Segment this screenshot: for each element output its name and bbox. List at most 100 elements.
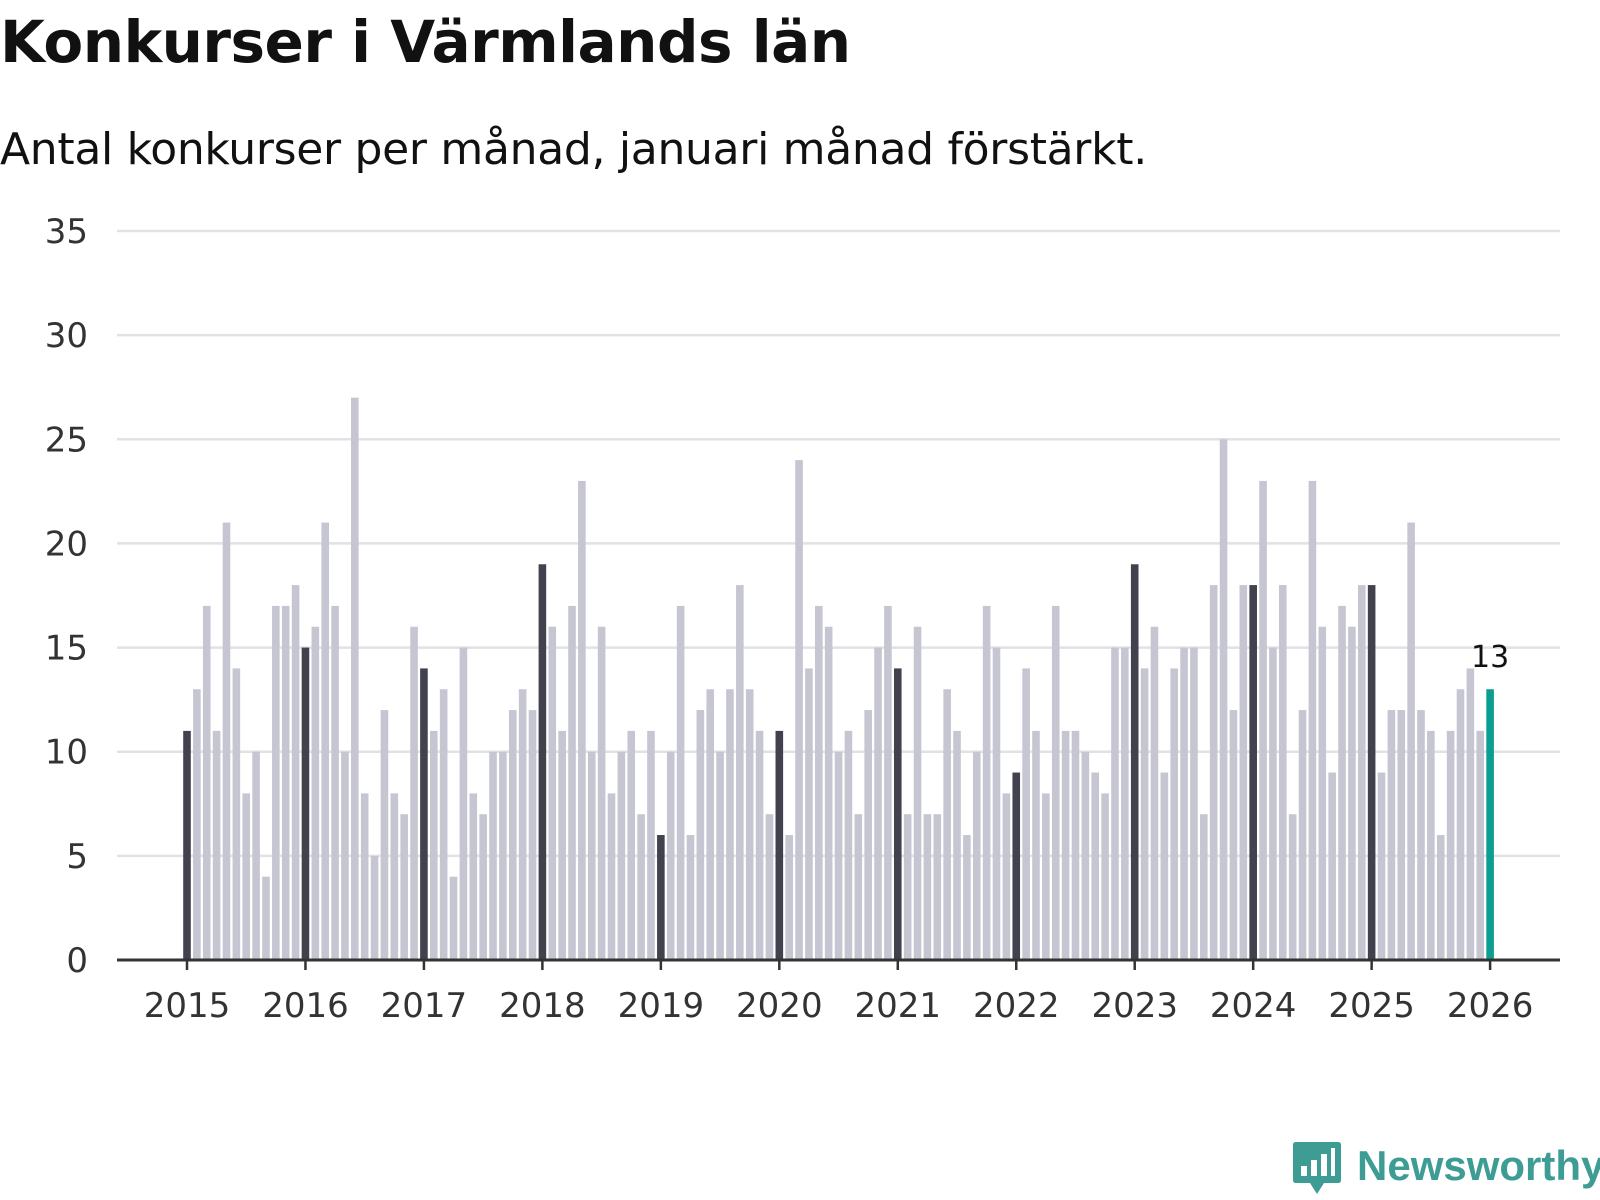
bar xyxy=(686,835,695,960)
bar xyxy=(1071,730,1080,960)
bar xyxy=(824,626,833,960)
x-tick-label: 2017 xyxy=(381,986,468,1026)
newsworthy-logo: Newsworthy xyxy=(1291,1140,1600,1196)
data-labels: 13 xyxy=(1471,640,1509,675)
bar xyxy=(913,626,922,960)
bar xyxy=(459,647,468,960)
x-tick-label: 2026 xyxy=(1447,986,1534,1026)
x-tick-label: 2016 xyxy=(262,986,349,1026)
bar xyxy=(1180,647,1188,960)
bar-january xyxy=(538,564,547,960)
bar xyxy=(390,793,399,960)
bar xyxy=(1446,730,1455,960)
bar xyxy=(1022,668,1030,960)
bar xyxy=(1229,710,1238,960)
bar xyxy=(903,814,912,960)
bar xyxy=(963,835,971,960)
bar xyxy=(805,668,813,960)
bar xyxy=(1239,585,1248,960)
bar xyxy=(666,751,675,960)
bar xyxy=(232,668,241,960)
bar xyxy=(528,710,537,960)
bar xyxy=(1407,522,1415,960)
last-value-label: 13 xyxy=(1471,640,1509,675)
bar xyxy=(469,793,478,960)
bar xyxy=(765,814,774,960)
bar xyxy=(706,689,715,960)
x-tick-label: 2020 xyxy=(736,986,823,1026)
bar xyxy=(331,605,339,960)
x-tick-label: 2025 xyxy=(1328,986,1415,1026)
x-tick-label: 2019 xyxy=(618,986,705,1026)
newsworthy-logo-text: Newsworthy xyxy=(1357,1142,1600,1189)
bar xyxy=(1150,626,1159,960)
bar xyxy=(558,730,566,960)
bar xyxy=(755,730,764,960)
bar xyxy=(430,730,438,960)
bar-january xyxy=(1367,585,1376,960)
bar-january xyxy=(1249,585,1257,960)
bar-january xyxy=(183,730,191,960)
bar xyxy=(923,814,932,960)
bar xyxy=(272,605,280,960)
bar xyxy=(1377,772,1386,960)
y-axis-labels: 0 5 10 15 20 25 30 35 xyxy=(45,212,88,981)
bar xyxy=(647,730,655,960)
bar xyxy=(1387,710,1396,960)
bar-january xyxy=(1130,564,1139,960)
chart-subtitle: Antal konkurser per månad, januari månad… xyxy=(0,124,1147,175)
bar xyxy=(291,585,300,960)
chart-title: Konkurser i Värmlands län xyxy=(0,8,851,76)
bar xyxy=(597,626,606,960)
bar xyxy=(1338,605,1346,960)
bar-latest xyxy=(1486,689,1494,960)
y-tick-label: 5 xyxy=(66,837,88,877)
x-axis: 2015 2016 2017 2018 2019 2020 2021 2022 2023 2024… xyxy=(117,958,1560,1026)
y-tick-label: 0 xyxy=(66,941,88,981)
x-tick-label: 2021 xyxy=(855,986,942,1026)
bar xyxy=(242,793,251,960)
bar xyxy=(499,751,507,960)
bar xyxy=(578,480,586,960)
y-tick-label: 35 xyxy=(45,212,88,252)
bar xyxy=(370,855,379,960)
bar xyxy=(479,814,487,960)
bar xyxy=(1081,751,1090,960)
bar xyxy=(1140,668,1149,960)
y-tick-label: 30 xyxy=(45,316,88,356)
bar xyxy=(321,522,330,960)
bar xyxy=(933,814,942,960)
bar xyxy=(1002,793,1011,960)
bar xyxy=(202,605,211,960)
bar xyxy=(1091,772,1100,960)
bar xyxy=(726,689,734,960)
bar xyxy=(1288,814,1297,960)
bar xyxy=(1318,626,1327,960)
bar xyxy=(972,751,981,960)
bar xyxy=(617,751,626,960)
bar xyxy=(1476,730,1485,960)
bar xyxy=(1042,793,1050,960)
bar xyxy=(676,605,685,960)
bars xyxy=(183,397,1494,960)
bar-january xyxy=(775,730,784,960)
y-tick-label: 20 xyxy=(45,524,88,564)
bar xyxy=(1101,793,1109,960)
bar xyxy=(844,730,853,960)
bar xyxy=(1427,730,1435,960)
bar xyxy=(1200,814,1208,960)
x-tick-label: 2024 xyxy=(1210,986,1297,1026)
bar xyxy=(489,751,497,960)
bar xyxy=(281,605,290,960)
bar xyxy=(1259,480,1267,960)
bar xyxy=(815,605,823,960)
bar-january xyxy=(893,668,902,960)
bar xyxy=(1348,626,1356,960)
y-tick-label: 10 xyxy=(45,733,88,773)
bar xyxy=(351,397,359,960)
bar xyxy=(1298,710,1307,960)
bar xyxy=(222,522,231,960)
bar-january xyxy=(657,835,665,960)
bar xyxy=(508,710,517,960)
